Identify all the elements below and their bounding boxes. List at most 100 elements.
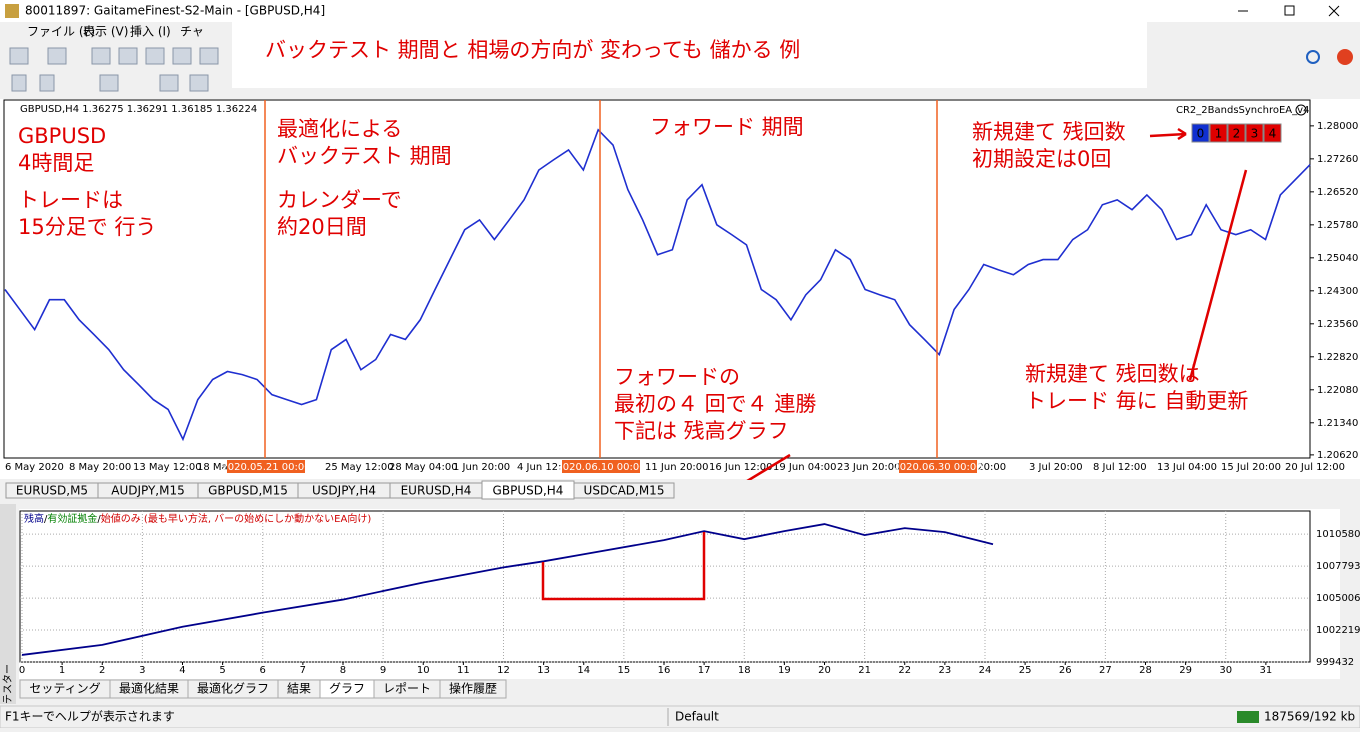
period-label: 2020.06.30 00:00 xyxy=(893,462,982,473)
y-tick-label: 1.23560 xyxy=(1317,319,1358,330)
menu-item[interactable]: 表示 (V) xyxy=(83,25,128,39)
counter-box xyxy=(1245,123,1264,143)
x-tick-label: 20 xyxy=(818,665,831,676)
chart-tab-label[interactable]: EURUSD,H4 xyxy=(401,484,472,498)
toolbar-icon[interactable] xyxy=(11,74,27,92)
toolbar-icon[interactable] xyxy=(91,47,111,65)
x-tick-label: 29 xyxy=(1179,665,1192,676)
tester-tab-label[interactable]: レポート xyxy=(383,682,431,696)
annotation: 新規建て 残回数 xyxy=(972,120,1126,144)
banner-text: バックテスト 期間と 相場の方向が 変わっても 儲かる 例 xyxy=(265,38,800,62)
tester-tab-label[interactable]: 操作履歴 xyxy=(449,681,497,696)
legend-entry: / xyxy=(97,514,101,525)
y-tick-label: 1.25780 xyxy=(1317,220,1358,231)
tester-sidebar xyxy=(0,504,16,704)
annotation: トレードは xyxy=(18,188,123,212)
tester-tab-label[interactable]: 結果 xyxy=(287,682,311,696)
x-tick-label: 18 May xyxy=(197,462,234,473)
y-tick-label: 1010580 xyxy=(1316,529,1360,540)
legend-entry: / xyxy=(44,514,48,525)
counter-label: 3 xyxy=(1251,127,1259,141)
x-tick-label: 20 Jul 12:00 xyxy=(1285,462,1345,473)
y-tick-label: 999432 xyxy=(1316,657,1354,668)
x-tick-label: 8 xyxy=(340,665,346,676)
chart-tab-label[interactable]: EURUSD,M5 xyxy=(16,484,88,498)
y-tick-label: 1.28000 xyxy=(1317,121,1358,132)
close-button[interactable] xyxy=(1328,5,1340,17)
period-label: 2020.06.10 00:00 xyxy=(556,462,645,473)
toolbar-icon[interactable] xyxy=(159,74,179,92)
x-tick-label: 2 xyxy=(99,665,105,676)
toolbar-icon[interactable] xyxy=(199,47,219,65)
menu-item[interactable]: チャ xyxy=(180,25,204,39)
menu-item[interactable]: 挿入 (I) xyxy=(130,25,171,39)
toolbar-icon[interactable] xyxy=(189,74,209,92)
chart-tab-label[interactable]: USDCAD,M15 xyxy=(584,484,665,498)
counter-box xyxy=(1191,123,1210,143)
x-tick-label: 13 May 12:00 xyxy=(133,462,202,473)
y-tick-label: 1007793 xyxy=(1316,561,1360,572)
annotation-arrow xyxy=(1149,132,1187,138)
search-icon[interactable] xyxy=(1306,50,1320,64)
annotation: 新規建て 残回数は xyxy=(1025,362,1200,386)
tester-tab[interactable] xyxy=(439,679,507,699)
chart-tab[interactable] xyxy=(573,482,675,499)
annotation: トレード 毎に 自動更新 xyxy=(1025,389,1248,413)
x-tick-label: 4 xyxy=(179,665,185,676)
tester-tab-label[interactable]: 最適化グラフ xyxy=(197,681,269,696)
y-tick-label: 1.27260 xyxy=(1317,154,1358,165)
x-tick-label: 14 xyxy=(577,665,590,676)
x-tick-label: 1 xyxy=(59,665,65,676)
x-tick-label: ul 20:00 xyxy=(965,462,1006,473)
x-tick-label: 10 xyxy=(417,665,430,676)
title-bar xyxy=(0,0,1360,22)
chart-tab-label[interactable]: AUDJPY,M15 xyxy=(111,484,185,498)
annotation: GBPUSD xyxy=(18,124,106,148)
annotation: 4時間足 xyxy=(18,151,94,175)
tester-tab-label[interactable]: 最適化結果 xyxy=(119,681,179,696)
chart-tab-label[interactable]: USDJPY,H4 xyxy=(312,484,376,498)
status-help: F1キーでヘルプが表示されます xyxy=(5,709,175,724)
notification-icon[interactable] xyxy=(1337,49,1353,65)
maximize-button[interactable] xyxy=(1284,5,1295,16)
annotation: 下記は 残高グラフ xyxy=(614,419,789,443)
tester-tab-label[interactable]: セッティング xyxy=(29,682,100,696)
annotation: カレンダーで xyxy=(277,188,402,212)
period-label-bg xyxy=(562,460,640,473)
app-icon xyxy=(5,4,19,18)
x-tick-label: 5 xyxy=(219,665,225,676)
y-tick-label: 1.25040 xyxy=(1317,253,1358,264)
window-title: 80011897: GaitameFinest-S2-Main - [GBPUS… xyxy=(25,4,325,18)
x-tick-label: 15 xyxy=(618,665,631,676)
tester-tab-label[interactable]: グラフ xyxy=(329,682,365,696)
menu-item[interactable]: ファイル (F) xyxy=(27,25,95,39)
x-tick-label: 3 Jul 20:00 xyxy=(1029,462,1083,473)
toolbar-icon[interactable] xyxy=(39,74,55,92)
x-tick-label: 11 Jun 20:00 xyxy=(645,462,709,473)
y-tick-label: 1005006 xyxy=(1316,593,1360,604)
chart-tab-label[interactable]: GBPUSD,M15 xyxy=(208,484,288,498)
x-tick-label: 3 xyxy=(139,665,145,676)
toolbar-icon[interactable] xyxy=(99,74,119,92)
x-tick-label: 28 xyxy=(1139,665,1152,676)
y-tick-label: 1.20620 xyxy=(1317,450,1358,461)
toolbar-icon[interactable] xyxy=(172,47,192,65)
x-tick-label: 31 xyxy=(1259,665,1272,676)
x-tick-label: 27 xyxy=(1099,665,1112,676)
chart-tab-label[interactable]: GBPUSD,H4 xyxy=(493,484,564,498)
x-tick-label: 23 xyxy=(938,665,951,676)
legend-entry: 残高 xyxy=(24,512,44,525)
counter-box xyxy=(1263,123,1282,143)
annotation-arrowhead xyxy=(1177,127,1187,141)
toolbar-icon[interactable] xyxy=(9,47,29,65)
y-tick-label: 1.22820 xyxy=(1317,352,1358,363)
toolbar-icon[interactable] xyxy=(118,47,138,65)
toolbar-icon[interactable] xyxy=(47,47,67,65)
x-tick-label: 30 xyxy=(1219,665,1232,676)
toolbar-icon[interactable] xyxy=(145,47,165,65)
annotation: 初期設定は0回 xyxy=(972,147,1111,171)
counter-box xyxy=(1209,123,1228,143)
tester-label: テスター xyxy=(2,664,14,704)
counter-label: 0 xyxy=(1197,127,1205,141)
